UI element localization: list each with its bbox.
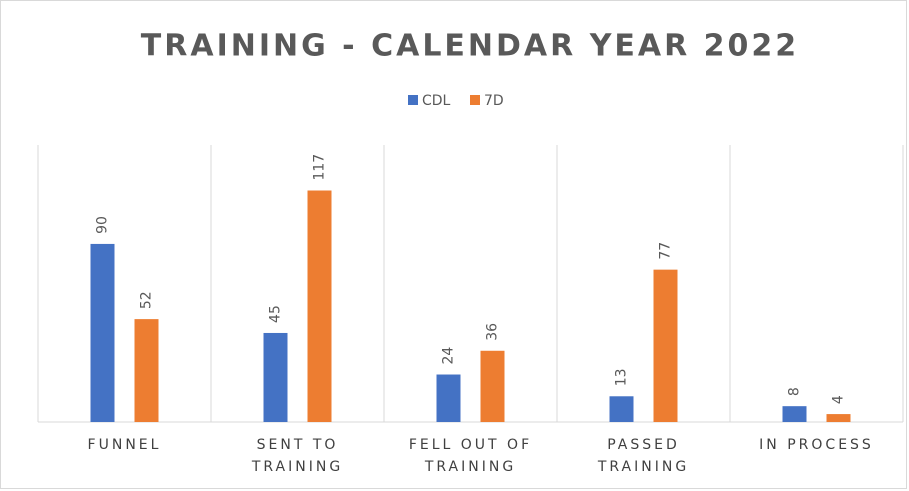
data-label: 36 [485,323,501,341]
bar [263,332,288,422]
x-tick-label: SENT TO TRAINING [251,437,344,475]
legend-swatch [470,95,480,105]
bar [782,406,807,422]
x-tick-label: PASSED TRAINING [597,437,690,475]
data-label: 90 [95,216,111,234]
bar [134,319,159,422]
x-tick-label: IN PROCESS [759,437,874,453]
bar [480,350,505,422]
bar [653,269,678,422]
data-label: 24 [441,347,457,365]
legend-label: CDL [422,93,451,109]
data-label: 13 [614,368,630,386]
chart-title: TRAINING - CALENDAR YEAR 2022 [141,29,799,64]
legend-swatch [408,95,418,105]
bar [436,374,461,422]
data-label: 117 [312,154,328,181]
data-label: 45 [268,305,284,323]
legend-label: 7D [484,93,504,109]
bar [826,414,851,422]
data-label: 77 [658,242,674,260]
x-tick-label: FELL OUT OF TRAINING [408,437,533,475]
x-tick-label: FUNNEL [87,437,162,453]
data-label: 4 [831,395,847,404]
bar [609,396,634,422]
data-label: 52 [139,291,155,309]
bar [90,243,115,422]
data-label: 8 [787,387,803,396]
bar [307,190,332,422]
